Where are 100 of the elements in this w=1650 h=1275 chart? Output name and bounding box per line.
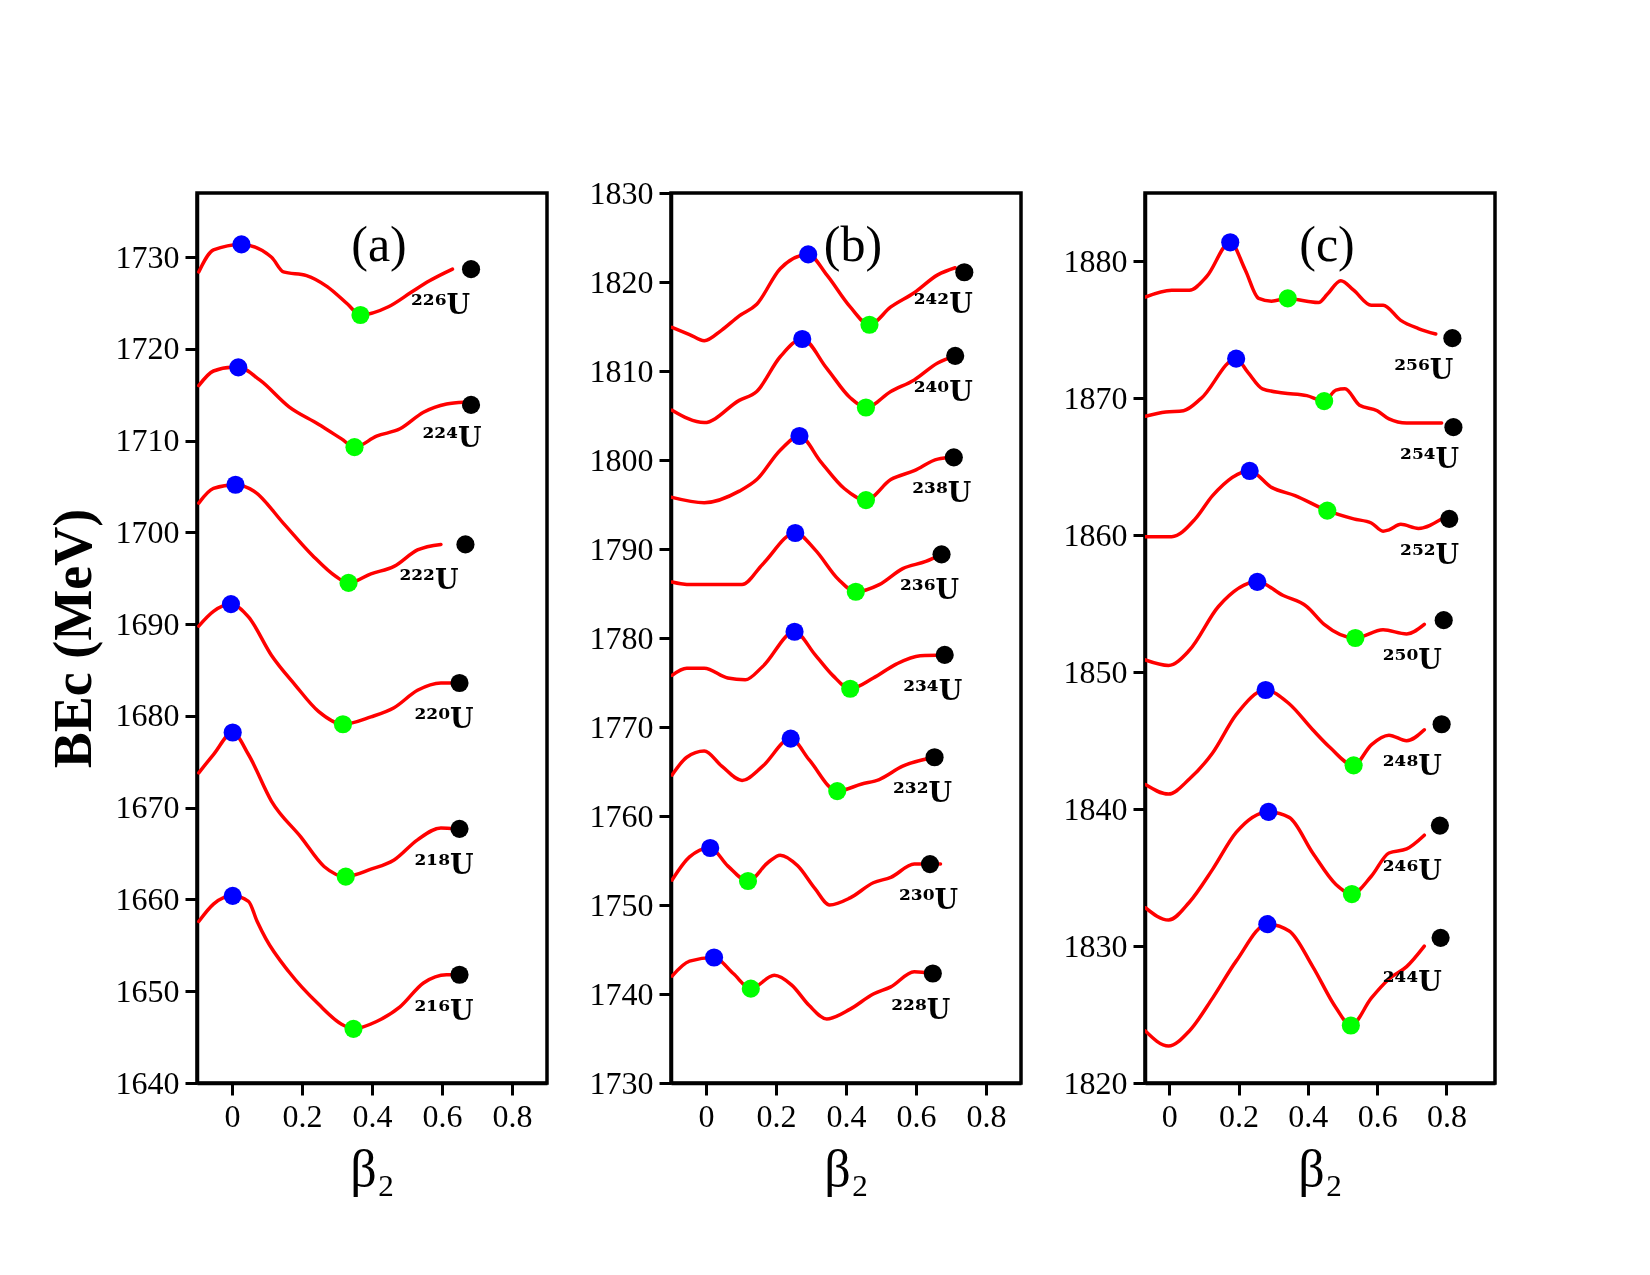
x-tick-label: 0.2 (756, 1097, 797, 1134)
y-tick-label: 1820 (589, 263, 654, 300)
point (1342, 884, 1361, 904)
x-axis-title: β₂ (350, 1139, 395, 1197)
point (229, 358, 248, 377)
point (932, 545, 951, 564)
x-tick-label: 0 (698, 1097, 715, 1134)
series-label: ²³²U (893, 777, 953, 809)
point (1344, 756, 1363, 775)
point (856, 398, 876, 417)
point (461, 260, 481, 279)
y-tick-label: 1720 (115, 330, 180, 367)
point (1341, 1016, 1360, 1035)
point (339, 573, 358, 593)
x-tick-label: 0.4 (352, 1097, 393, 1134)
point (1346, 628, 1365, 648)
point (450, 673, 469, 693)
point (456, 535, 475, 554)
x-tick-label: 0.4 (826, 1097, 867, 1134)
annotation: (c) (1299, 216, 1355, 272)
y-tick-label: 1640 (115, 1064, 180, 1101)
y-tick-label: 1780 (589, 619, 654, 656)
x-tick-label: 0.4 (1288, 1097, 1329, 1134)
point (856, 490, 876, 510)
point (793, 329, 812, 349)
point (1444, 418, 1463, 437)
point (925, 748, 944, 767)
point (221, 594, 241, 614)
y-tick-label: 1690 (115, 605, 180, 642)
y-tick-label: 1700 (115, 513, 180, 550)
x-tick-label: 0.8 (1426, 1097, 1467, 1134)
series-label: ²²⁴U (422, 422, 482, 454)
point (785, 622, 804, 641)
series-label: ²⁴²U (913, 287, 973, 319)
series-label: ²³⁴U (903, 674, 963, 706)
x-axis-title: β₂ (824, 1139, 869, 1197)
x-tick-label: 0.2 (282, 1097, 323, 1134)
point (1259, 802, 1278, 821)
x-tick-label: 0 (224, 1097, 241, 1134)
y-tick-label: 1860 (1063, 516, 1128, 553)
x-tick-label: 0 (1161, 1097, 1178, 1134)
point (738, 871, 758, 891)
annotation: (a) (351, 216, 407, 272)
point (1240, 461, 1259, 481)
x-tick-label: 0.2 (1219, 1097, 1260, 1134)
y-tick-label: 1850 (1063, 653, 1128, 690)
point (790, 426, 809, 446)
point (944, 448, 963, 467)
point (1432, 715, 1451, 734)
point (701, 838, 720, 858)
series-label: ²⁵²U (1400, 538, 1460, 570)
y-tick-label: 1830 (589, 174, 654, 211)
series-label: ²⁵⁰U (1382, 644, 1442, 676)
series-label: ²¹⁸U (414, 848, 474, 880)
point (1434, 611, 1453, 630)
point (860, 315, 879, 334)
point (955, 263, 974, 282)
series-label: ²¹⁶U (414, 994, 474, 1026)
point (799, 245, 818, 264)
x-tick-label: 0.6 (896, 1097, 937, 1134)
y-tick-label: 1880 (1063, 242, 1128, 279)
y-tick-label: 1840 (1063, 790, 1128, 827)
point (786, 523, 805, 543)
y-tick-label: 1650 (115, 972, 180, 1009)
point (351, 305, 370, 325)
series-label: ²⁵⁶U (1394, 354, 1454, 386)
y-tick-label: 1770 (589, 708, 654, 745)
series-label: ²⁵⁴U (1400, 443, 1460, 475)
y-tick-label: 1660 (115, 880, 180, 917)
point (336, 867, 355, 886)
y-tick-label: 1830 (1063, 927, 1128, 964)
series-label: ²²⁶U (410, 289, 471, 321)
y-tick-label: 1870 (1063, 379, 1128, 416)
x-axis-title: β₂ (1298, 1139, 1343, 1197)
x-tick-label: 0.8 (966, 1097, 1007, 1134)
y-tick-label: 1810 (589, 352, 654, 389)
point (1227, 349, 1246, 368)
point (344, 1019, 363, 1038)
point (450, 965, 469, 984)
point (1440, 509, 1459, 528)
point (232, 235, 251, 254)
series-label: ²²⁰U (414, 702, 474, 734)
y-tick-label: 1740 (589, 975, 654, 1012)
series-label: ²⁴⁰U (913, 375, 973, 407)
y-tick-label: 1680 (115, 697, 180, 734)
point (461, 395, 481, 415)
y-tick-label: 1710 (115, 422, 180, 459)
y-tick-label: 1790 (589, 530, 654, 567)
y-tick-label: 1730 (589, 1064, 654, 1101)
point (1443, 329, 1462, 348)
point (1318, 501, 1337, 520)
series-label: ²³⁰U (898, 884, 959, 916)
point (1430, 816, 1449, 835)
series-label: ²⁴⁸U (1382, 749, 1442, 781)
point (781, 729, 800, 748)
y-tick-label: 1750 (589, 886, 654, 923)
point (1248, 572, 1267, 591)
y-tick-label: 1730 (115, 238, 180, 275)
point (345, 438, 364, 457)
point (1278, 289, 1297, 308)
